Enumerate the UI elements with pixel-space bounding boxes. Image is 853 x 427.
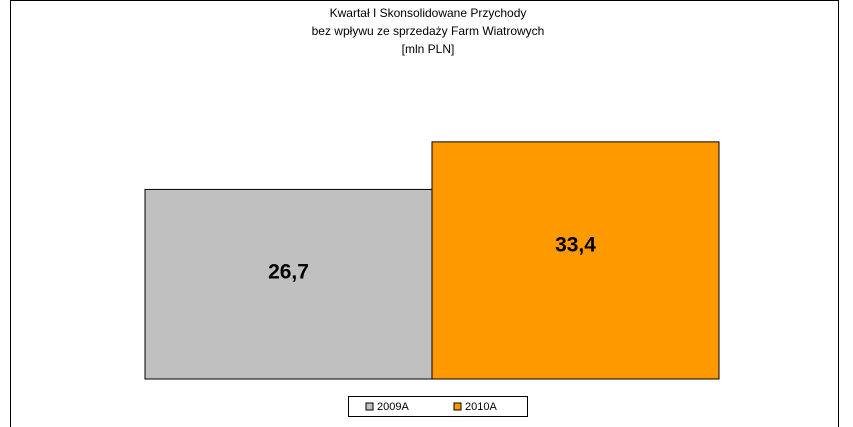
legend-box [348,396,528,417]
legend-label: 2009A [377,401,409,413]
legend-swatch [365,402,374,411]
legend-swatch [453,402,462,411]
chart-title: [mln PLN] [402,42,455,56]
bar [144,188,433,380]
chart-title: Kwartał I Skonsolidowane Przychody [330,6,527,20]
data-label: 33,4 [555,234,596,257]
legend-label: 2010A [465,401,497,413]
data-label: 26,7 [268,260,309,283]
bar [431,141,720,380]
chart-title: bez wpływu ze sprzedaży Farm Wiatrowych [312,24,545,38]
